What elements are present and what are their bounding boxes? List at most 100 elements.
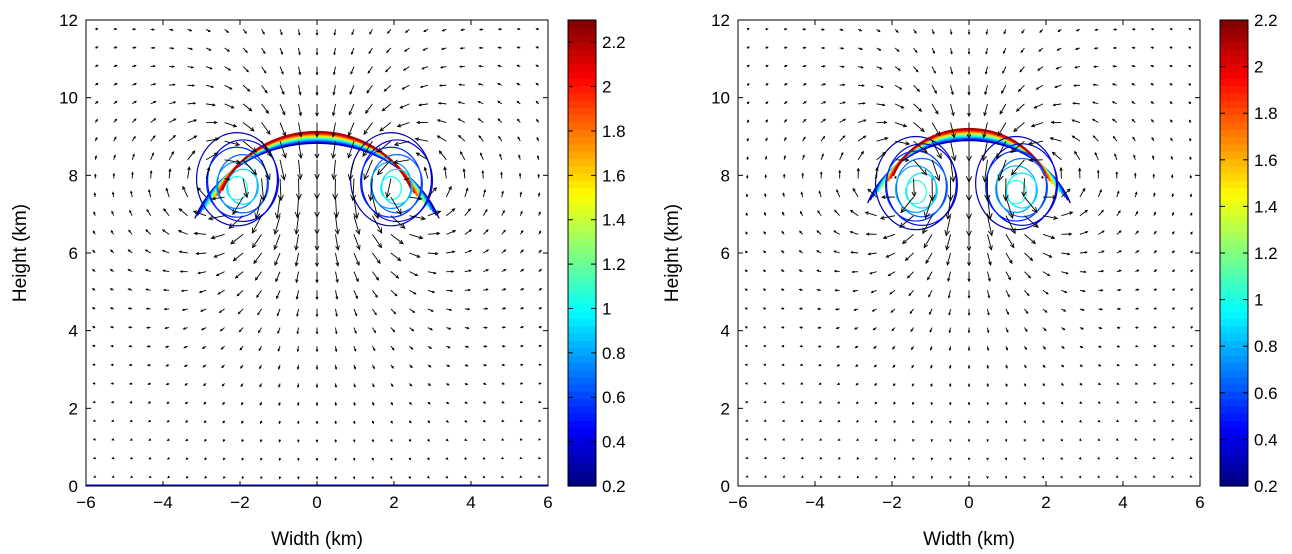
quiver-arrow [1112, 135, 1118, 142]
quiver-arrow [1078, 457, 1082, 460]
quiver-arrow [147, 401, 151, 404]
quiver-arrow [834, 209, 840, 217]
quiver-arrow [986, 402, 989, 406]
quiver-arrow [911, 364, 914, 369]
quiver-arrow [168, 118, 177, 123]
quiver-arrow [853, 327, 859, 330]
quiver-arrow [986, 346, 990, 352]
quiver-arrow [315, 29, 319, 36]
quiver-arrow [871, 308, 877, 312]
quiver-arrow [144, 269, 151, 273]
quiver-arrow [912, 439, 915, 442]
quiver-arrow [259, 401, 263, 406]
colorbar-frame [567, 19, 597, 487]
quiver-arrow [520, 363, 524, 367]
quiver-arrow [353, 234, 361, 251]
colorbar-tick-label: 1 [602, 299, 611, 318]
quiver-arrow [210, 233, 225, 240]
colorbar-segment [568, 100, 596, 108]
quiver-arrow [261, 66, 267, 74]
quiver-arrow [1005, 252, 1013, 265]
quiver-arrow [837, 438, 841, 442]
quiver-arrow [260, 457, 263, 461]
y-tick-label: 6 [721, 244, 730, 263]
quiver-arrow [516, 100, 521, 105]
quiver-arrow [519, 191, 523, 198]
quiver-arrow [746, 137, 749, 142]
quiver-arrow [949, 439, 952, 443]
quiver-arrow [297, 457, 300, 462]
quiver-arrow [837, 401, 841, 404]
quiver-arrow [1004, 439, 1008, 443]
x-tick-label: 0 [964, 493, 973, 512]
quiver-arrow [858, 102, 866, 105]
quiver-arrow [91, 344, 96, 348]
quiver-arrow [1042, 233, 1056, 240]
colorbar-segment [568, 121, 596, 130]
y-tick-label: 8 [69, 166, 78, 185]
quiver-arrow [1131, 101, 1136, 105]
quiver-arrow [765, 101, 769, 105]
x-tick-label: 0 [312, 493, 321, 512]
colorbar-segment [1220, 63, 1248, 72]
quiver-arrow [1023, 383, 1027, 387]
quiver-arrow [1042, 401, 1045, 405]
quiver-arrow [1190, 382, 1194, 385]
quiver-arrow [1189, 156, 1192, 160]
x-tick-label: −6 [728, 493, 747, 512]
quiver-arrow [483, 363, 488, 367]
quiver-arrow [1153, 326, 1158, 329]
quiver-arrow [783, 136, 787, 142]
quiver-arrow [1190, 250, 1193, 254]
quiver-arrow [763, 456, 767, 460]
quiver-arrow [408, 439, 412, 443]
quiver-arrow [1004, 401, 1008, 406]
colorbar-segment [568, 427, 596, 436]
quiver-arrow [945, 234, 951, 251]
quiver-arrow [93, 475, 97, 478]
quiver-arrow [393, 140, 410, 147]
quiver-arrow [294, 252, 299, 267]
quiver-arrow [372, 215, 383, 234]
quiver-arrow [923, 234, 933, 249]
quiver-arrow [833, 250, 840, 254]
quiver-arrow [196, 187, 207, 198]
quiver-arrow [875, 475, 878, 479]
quiver-arrow [238, 327, 244, 333]
colorbar-segment [1220, 49, 1248, 58]
quiver-arrow [372, 290, 378, 299]
quiver-arrow [1097, 438, 1101, 442]
quiver-arrow [746, 64, 750, 68]
quiver-arrow [202, 383, 207, 387]
quiver-arrow [481, 170, 485, 179]
quiver-arrow [1153, 250, 1158, 254]
quiver-arrow [446, 308, 453, 311]
colorbar-segment [568, 471, 596, 480]
quiver-arrow [92, 419, 96, 423]
quiver-arrow [519, 456, 523, 460]
quiver-arrow [169, 101, 177, 105]
quiver-arrow [165, 187, 170, 198]
quiver-arrow [222, 439, 226, 443]
quiver-arrow [464, 288, 472, 292]
quiver-arrow [802, 154, 805, 160]
quiver-arrow [930, 475, 934, 480]
quiver-arrow [1024, 196, 1038, 214]
quiver-arrow [92, 230, 96, 235]
quiver-arrow [436, 135, 447, 142]
quiver-arrow [131, 118, 137, 123]
quiver-arrow [744, 288, 748, 292]
quiver-arrow [1097, 419, 1101, 423]
colorbar-segment [1220, 442, 1248, 451]
quiver-arrow [1042, 327, 1047, 332]
quiver-arrow [501, 229, 506, 235]
quiver-arrow [347, 141, 355, 159]
quiver-arrow [894, 122, 908, 128]
quiver-arrow [782, 211, 785, 216]
x-axis-title-right: Width (km) [923, 529, 1015, 550]
quiver-arrow [889, 289, 896, 295]
colorbar-segment [1220, 267, 1248, 276]
quiver-arrow [781, 382, 785, 385]
quiver-arrow [385, 66, 392, 73]
quiver-arrow [538, 326, 543, 329]
